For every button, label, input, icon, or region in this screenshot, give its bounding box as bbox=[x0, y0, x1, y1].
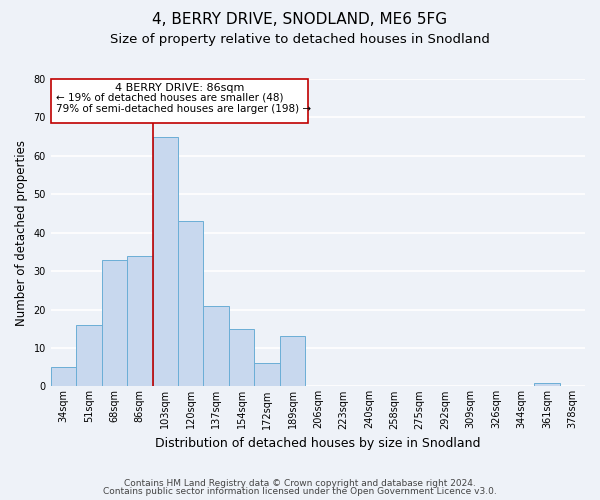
Bar bbox=[203, 306, 229, 386]
Text: Contains HM Land Registry data © Crown copyright and database right 2024.: Contains HM Land Registry data © Crown c… bbox=[124, 478, 476, 488]
Text: 4 BERRY DRIVE: 86sqm: 4 BERRY DRIVE: 86sqm bbox=[115, 83, 244, 93]
Text: ← 19% of detached houses are smaller (48): ← 19% of detached houses are smaller (48… bbox=[56, 92, 283, 102]
Text: Size of property relative to detached houses in Snodland: Size of property relative to detached ho… bbox=[110, 32, 490, 46]
Text: Contains public sector information licensed under the Open Government Licence v3: Contains public sector information licen… bbox=[103, 487, 497, 496]
Bar bbox=[152, 136, 178, 386]
Text: 4, BERRY DRIVE, SNODLAND, ME6 5FG: 4, BERRY DRIVE, SNODLAND, ME6 5FG bbox=[152, 12, 448, 28]
Bar bbox=[178, 221, 203, 386]
Bar bbox=[280, 336, 305, 386]
X-axis label: Distribution of detached houses by size in Snodland: Distribution of detached houses by size … bbox=[155, 437, 481, 450]
Bar bbox=[101, 260, 127, 386]
Bar bbox=[229, 329, 254, 386]
Bar bbox=[254, 364, 280, 386]
Bar bbox=[127, 256, 152, 386]
Bar bbox=[534, 382, 560, 386]
Bar bbox=[51, 367, 76, 386]
FancyBboxPatch shape bbox=[51, 79, 308, 123]
Text: 79% of semi-detached houses are larger (198) →: 79% of semi-detached houses are larger (… bbox=[56, 104, 311, 114]
Bar bbox=[76, 325, 101, 386]
Y-axis label: Number of detached properties: Number of detached properties bbox=[15, 140, 28, 326]
